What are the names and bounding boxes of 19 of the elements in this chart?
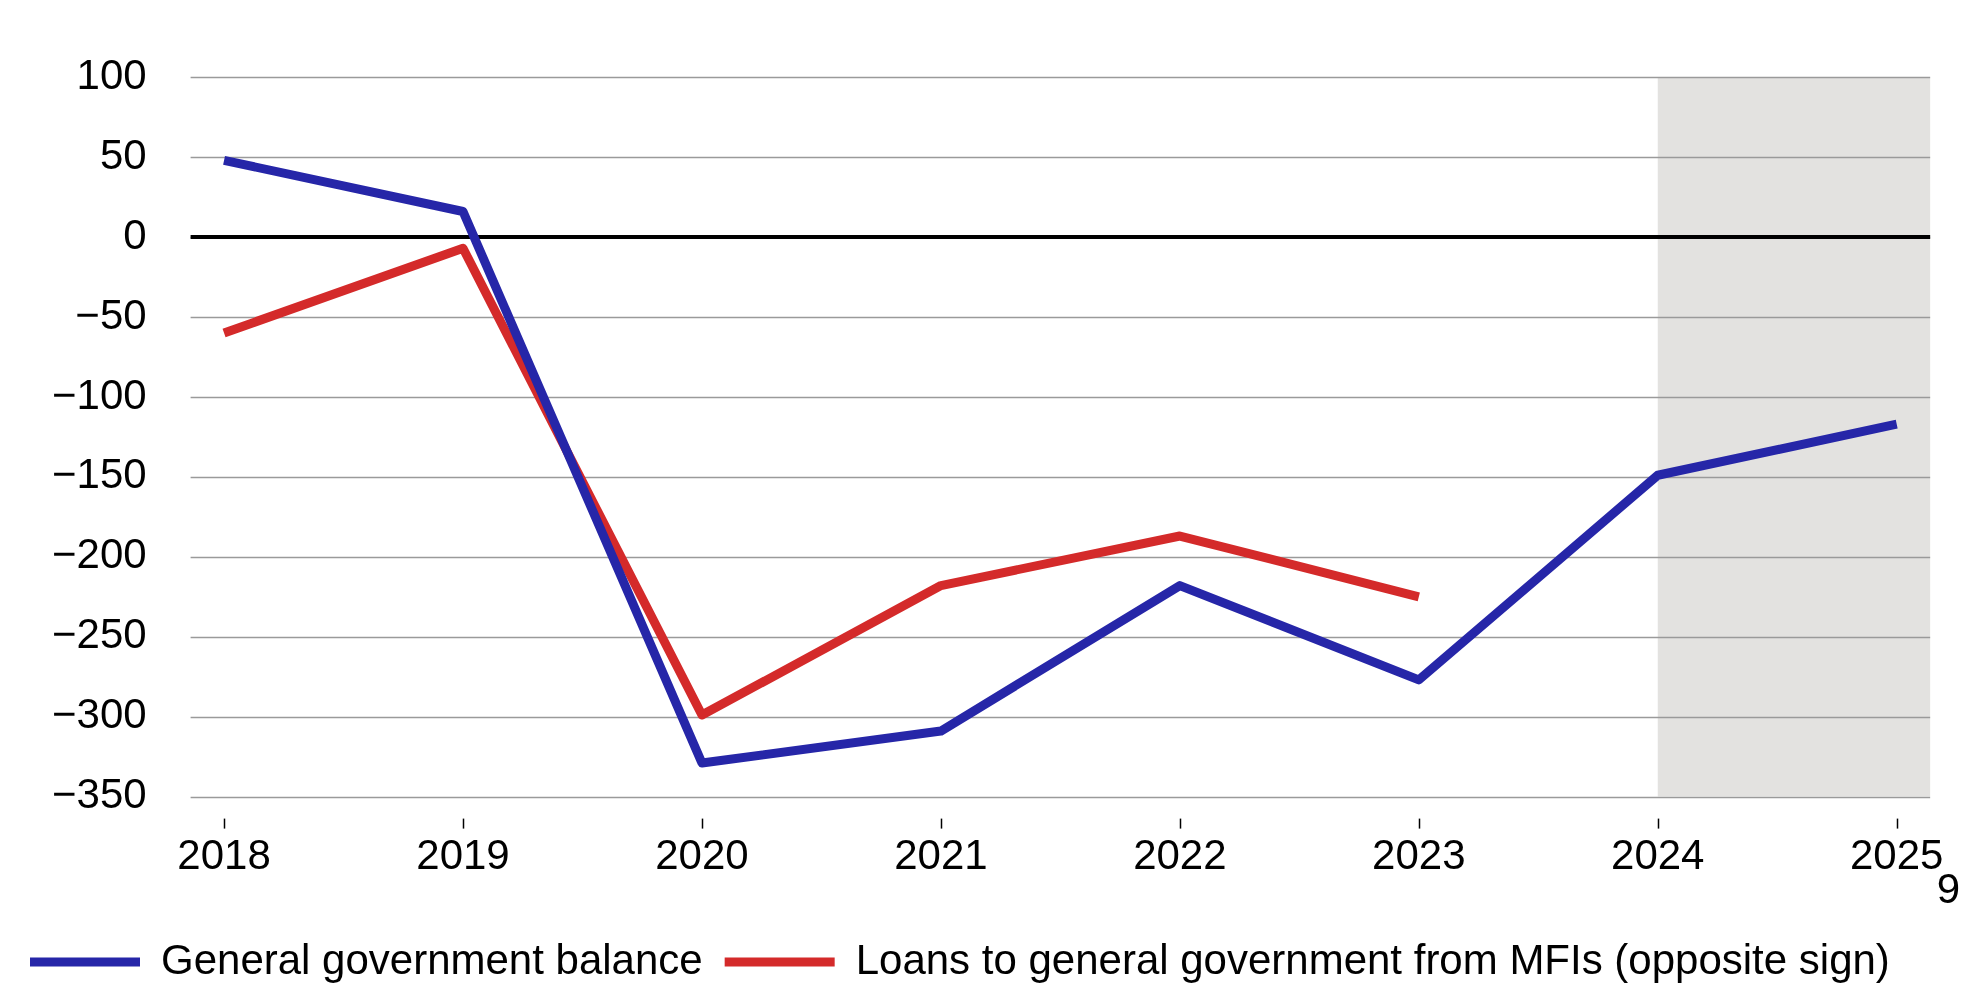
x-tick-label: 2019 xyxy=(416,831,510,879)
legend-label: Loans to general government from MFIs (opposite sign) xyxy=(855,935,1890,983)
y-tick-label: 100 xyxy=(76,50,147,98)
x-tick-label: 2023 xyxy=(1372,831,1466,879)
x-tick-label: 2021 xyxy=(894,831,988,879)
x-tick-label: 2022 xyxy=(1133,831,1227,879)
x-tick-label: 2018 xyxy=(177,831,271,879)
y-tick-label: −300 xyxy=(51,690,147,738)
y-tick-label: −200 xyxy=(51,530,147,578)
y-tick-label: −350 xyxy=(51,770,147,818)
y-tick-label: 0 xyxy=(123,210,147,258)
y-tick-label: −100 xyxy=(51,370,147,418)
y-tick-label: −50 xyxy=(75,290,147,338)
y-tick-label: 50 xyxy=(99,130,147,178)
x-tick-label: 2020 xyxy=(655,831,749,879)
y-tick-label: −250 xyxy=(51,610,147,658)
x-tick-label: 2024 xyxy=(1611,831,1705,879)
legend-label: General government balance xyxy=(161,935,703,983)
y-tick-label: −150 xyxy=(51,450,147,498)
